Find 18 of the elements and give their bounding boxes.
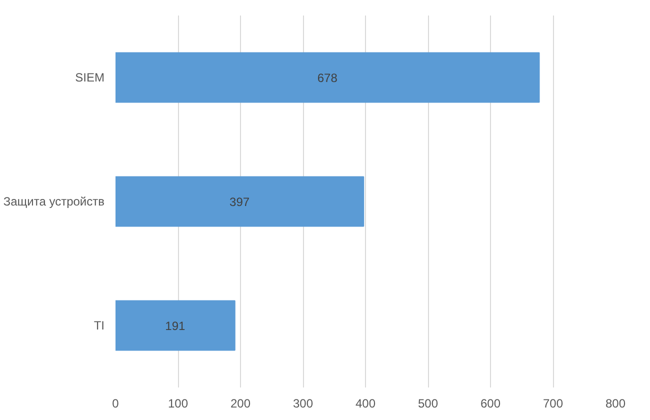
y-tick-label: Защита устройств — [3, 194, 105, 208]
data-label: 397 — [230, 195, 250, 209]
x-tick-label: 600 — [480, 396, 501, 410]
x-tick-label: 700 — [542, 396, 564, 410]
bar — [116, 176, 364, 227]
x-tick-label: 0 — [112, 396, 120, 410]
y-tick-label: TI — [94, 318, 105, 332]
x-tick-label: 300 — [292, 396, 314, 410]
bar — [116, 300, 236, 351]
data-label: 191 — [165, 319, 186, 333]
y-tick-label: SIEM — [75, 70, 105, 84]
x-tick-label: 400 — [355, 396, 376, 410]
x-tick-label: 200 — [230, 396, 251, 410]
x-tick-label: 800 — [605, 396, 626, 410]
bar — [116, 52, 540, 103]
x-tick-label: 100 — [168, 396, 188, 410]
x-tick-label: 500 — [418, 396, 438, 410]
data-label: 678 — [317, 71, 338, 85]
